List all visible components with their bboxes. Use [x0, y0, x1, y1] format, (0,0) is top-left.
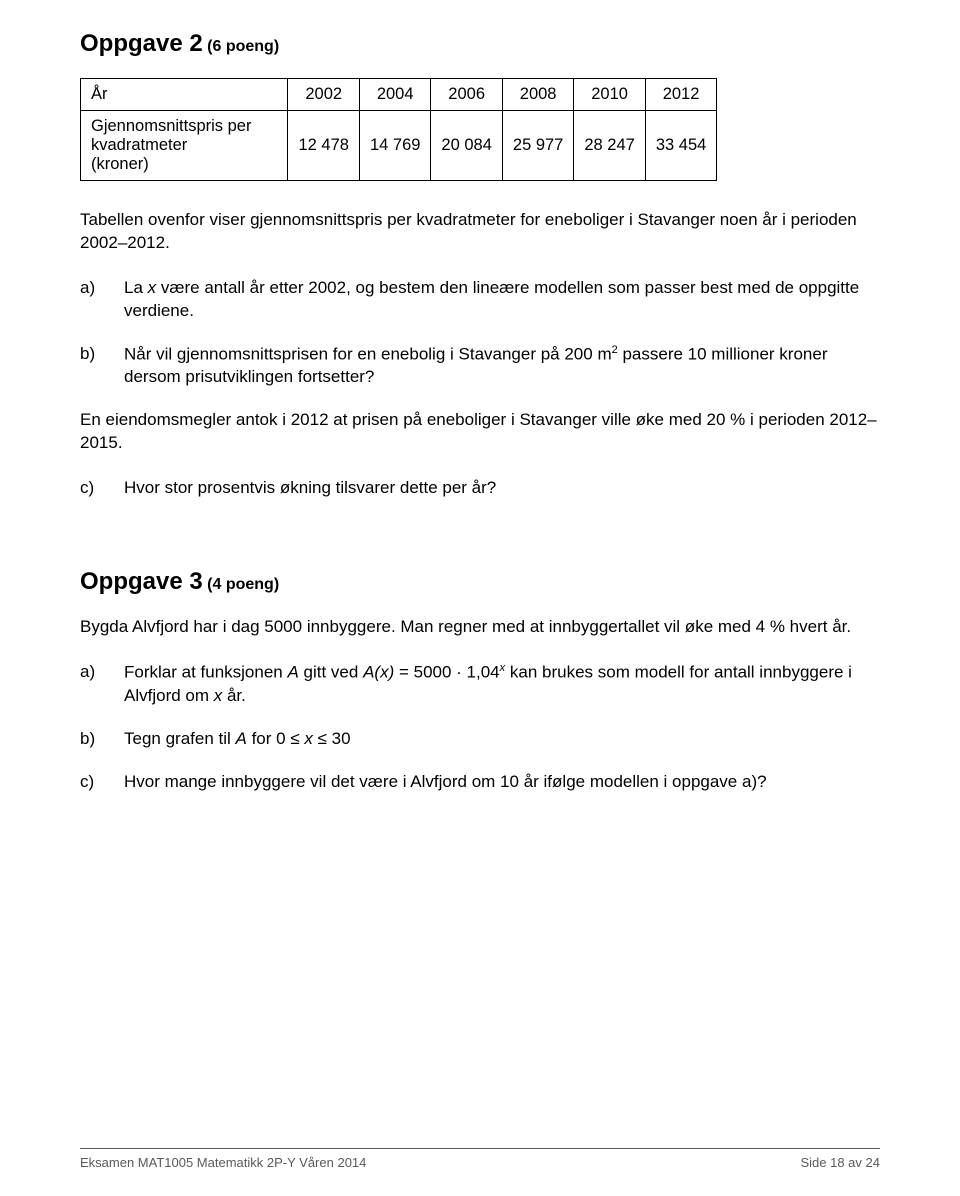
table-row: År 2002 2004 2006 2008 2010 2012 [81, 79, 717, 111]
page-footer: Eksamen MAT1005 Matematikk 2P-Y Våren 20… [80, 1148, 880, 1170]
oppgave3-title: Oppgave 3 [80, 568, 203, 595]
text: Tegn grafen til [124, 729, 236, 748]
oppgave2-title: Oppgave 2 [80, 30, 203, 57]
table-cell: 2002 [288, 79, 359, 111]
item-marker: b) [80, 728, 124, 751]
text: ≤ 30 [313, 729, 351, 748]
oppgave2-intro: Tabellen ovenfor viser gjennomsnittspris… [80, 209, 880, 255]
item-marker: b) [80, 343, 124, 390]
item-body: Forklar at funksjonen A gitt ved A(x) = … [124, 661, 880, 708]
item-marker: c) [80, 477, 124, 500]
table-cell: 2008 [502, 79, 573, 111]
table-cell: 2004 [359, 79, 430, 111]
table-row: Gjennomsnittspris per kvadratmeter (kron… [81, 111, 717, 181]
item-marker: a) [80, 661, 124, 708]
table-cell: 2006 [431, 79, 502, 111]
table-cell: 14 769 [359, 111, 430, 181]
footer-left: Eksamen MAT1005 Matematikk 2P-Y Våren 20… [80, 1155, 366, 1170]
var-x: x [304, 729, 313, 748]
footer-right: Side 18 av 24 [800, 1155, 880, 1170]
table-cell: 33 454 [645, 111, 716, 181]
oppgave2-a: a) La x være antall år etter 2002, og be… [80, 277, 880, 323]
table-cell: 25 977 [502, 111, 573, 181]
oppgave3-intro: Bygda Alvfjord har i dag 5000 innbyggere… [80, 616, 880, 639]
oppgave3-heading: Oppgave 3 (4 poeng) [80, 568, 880, 596]
var-A: A [236, 729, 247, 748]
item-marker: c) [80, 771, 124, 794]
oppgave3-a: a) Forklar at funksjonen A gitt ved A(x)… [80, 661, 880, 708]
oppgave2-table: År 2002 2004 2006 2008 2010 2012 Gjennom… [80, 78, 717, 181]
table-cell: 2010 [574, 79, 645, 111]
oppgave3-points: (4 poeng) [203, 576, 279, 593]
text: gitt ved [299, 663, 363, 682]
var-x: x [214, 686, 223, 705]
item-body: Hvor mange innbyggere vil det være i Alv… [124, 771, 880, 794]
text: = 5000 · 1,04 [394, 663, 499, 682]
text: år. [222, 686, 246, 705]
text: Forklar at funksjonen [124, 663, 287, 682]
oppgave2-heading: Oppgave 2 (6 poeng) [80, 30, 880, 58]
oppgave3-c: c) Hvor mange innbyggere vil det være i … [80, 771, 880, 794]
oppgave3-b: b) Tegn grafen til A for 0 ≤ x ≤ 30 [80, 728, 880, 751]
oppgave2-points: (6 poeng) [203, 38, 279, 55]
item-body: Når vil gjennomsnittsprisen for en enebo… [124, 343, 880, 390]
table-cell: 20 084 [431, 111, 502, 181]
table-cell: 2012 [645, 79, 716, 111]
text: Når vil gjennomsnittsprisen for en enebo… [124, 344, 612, 363]
table-cell: 28 247 [574, 111, 645, 181]
var-A: A [287, 663, 298, 682]
item-body: Hvor stor prosentvis økning tilsvarer de… [124, 477, 880, 500]
text: La [124, 278, 148, 297]
oppgave2-mid: En eiendomsmegler antok i 2012 at prisen… [80, 409, 880, 455]
oppgave2-c: c) Hvor stor prosentvis økning tilsvarer… [80, 477, 880, 500]
var-Ax: A(x) [363, 663, 394, 682]
table-header-year: År [81, 79, 288, 111]
item-body: Tegn grafen til A for 0 ≤ x ≤ 30 [124, 728, 880, 751]
item-body: La x være antall år etter 2002, og beste… [124, 277, 880, 323]
var-x: x [148, 278, 157, 297]
text: være antall år etter 2002, og bestem den… [124, 278, 859, 320]
oppgave2-b: b) Når vil gjennomsnittsprisen for en en… [80, 343, 880, 390]
table-header-price: Gjennomsnittspris per kvadratmeter (kron… [81, 111, 288, 181]
table-cell: 12 478 [288, 111, 359, 181]
text: for 0 ≤ [247, 729, 305, 748]
item-marker: a) [80, 277, 124, 323]
footer-divider [80, 1148, 880, 1149]
